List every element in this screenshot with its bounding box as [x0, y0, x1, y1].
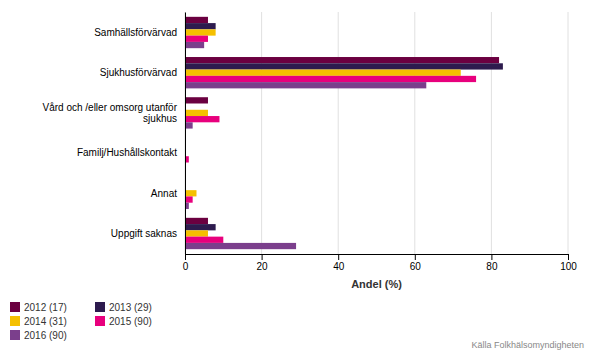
- legend-label: 2014 (31): [24, 316, 67, 327]
- tick-mark: [491, 254, 492, 260]
- tick-label: 80: [486, 261, 498, 272]
- legend-swatch: [10, 302, 20, 312]
- x-tick: 80: [486, 254, 498, 272]
- tick-mark: [338, 254, 339, 260]
- tick-mark: [262, 254, 263, 260]
- bar: [185, 116, 219, 122]
- legend-swatch: [95, 302, 105, 312]
- plot-area: 0 20 40 60 80 100 Uppgift saknas Annat Familj/Hu…: [42, 12, 577, 272]
- tick-label-line: Familj/Hushållskontakt: [77, 147, 177, 158]
- bar: [185, 243, 296, 249]
- tick-label: Sjukhusförvärvad: [100, 67, 177, 78]
- y-tick: Annat: [151, 187, 185, 198]
- tick-label: Samhällsförvärvad: [94, 27, 177, 38]
- y-tick: Familj/Hushållskontakt: [77, 147, 185, 158]
- x-axis: 0 20 40 60 80 100: [183, 254, 578, 272]
- legend-label: 2015 (90): [109, 316, 152, 327]
- bar: [185, 224, 216, 230]
- tick-label: Vård och /eller omsorg utanförsjukhus: [42, 102, 177, 124]
- y-tick: Uppgift saknas: [111, 228, 185, 239]
- legend-swatch: [95, 316, 105, 326]
- x-axis-title: Andel (%): [351, 278, 402, 290]
- bar: [185, 196, 193, 202]
- bar: [185, 230, 208, 236]
- legend-swatch: [10, 316, 20, 326]
- bar-series: [185, 29, 461, 236]
- legend-item: 2013 (29): [95, 302, 152, 313]
- tick-label-line: Samhällsförvärvad: [94, 27, 177, 38]
- grid-line: [568, 12, 569, 254]
- y-axis: Uppgift saknas Annat Familj/Hushållskontak…: [42, 13, 185, 255]
- bar: [185, 63, 503, 69]
- tick-label-line: Sjukhusförvärvad: [100, 67, 177, 78]
- y-tick: Sjukhusförvärvad: [100, 67, 185, 78]
- bar-series: [185, 17, 499, 224]
- chart: 0 20 40 60 80 100 Uppgift saknas Annat Familj/Hu…: [0, 0, 590, 354]
- bar-series: [185, 36, 476, 243]
- bar: [185, 17, 208, 23]
- x-tick: 100: [560, 254, 577, 272]
- source-note: Källa Folkhälsomyndigheten: [471, 340, 584, 350]
- tick-label-line: Uppgift saknas: [111, 228, 177, 239]
- bar: [185, 218, 208, 224]
- legend-label: 2016 (90): [24, 330, 67, 341]
- legend-label: 2012 (17): [24, 302, 67, 313]
- bar-series: [185, 42, 426, 249]
- tick-label: Familj/Hushållskontakt: [77, 147, 177, 158]
- x-tick: 60: [410, 254, 422, 272]
- tick-mark: [568, 254, 569, 260]
- bar-series: [185, 23, 503, 230]
- grid-line: [414, 12, 415, 254]
- legend-label: 2013 (29): [109, 302, 152, 313]
- tick-label: 40: [333, 261, 345, 272]
- bar: [185, 110, 208, 116]
- bar: [185, 76, 476, 82]
- x-tick: 20: [257, 254, 269, 272]
- bar: [185, 82, 426, 88]
- legend: 2012 (17) 2013 (29) 2014 (31) 2015 (90) 2016…: [10, 302, 152, 341]
- bar: [185, 190, 196, 196]
- tick-label: Annat: [151, 187, 177, 198]
- bar: [185, 23, 216, 29]
- tick-label: 100: [560, 261, 577, 272]
- bar: [185, 57, 499, 63]
- grid-line: [491, 12, 492, 254]
- tick-label-line: Annat: [151, 187, 177, 198]
- tick-label: 60: [410, 261, 422, 272]
- bar: [185, 122, 193, 128]
- bar: [185, 36, 208, 42]
- tick-mark: [415, 254, 416, 260]
- x-tick: 40: [333, 254, 345, 272]
- grid-line: [338, 12, 339, 254]
- grid-line: [185, 12, 186, 254]
- x-tick: 0: [183, 254, 189, 272]
- bar: [185, 29, 216, 35]
- legend-item: 2016 (90): [10, 330, 67, 341]
- tick-label-line: Vård och /eller omsorg utanför: [42, 102, 177, 113]
- grid: [185, 12, 568, 254]
- tick-label: Uppgift saknas: [111, 228, 177, 239]
- y-tick: Vård och /eller omsorg utanförsjukhus: [42, 102, 185, 124]
- tick-label: 20: [257, 261, 269, 272]
- axis-line: [186, 255, 569, 261]
- tick-label: 0: [183, 261, 189, 272]
- legend-item: 2012 (17): [10, 302, 67, 313]
- legend-swatch: [10, 330, 20, 340]
- bar: [185, 237, 223, 243]
- bar: [185, 70, 461, 76]
- tick-label-line: sjukhus: [143, 113, 177, 124]
- bars: [185, 17, 503, 249]
- legend-item: 2014 (31): [10, 316, 67, 327]
- bar: [185, 97, 208, 103]
- legend-item: 2015 (90): [95, 316, 152, 327]
- bar: [185, 42, 204, 48]
- axis-line: [185, 13, 186, 255]
- tick-mark: [185, 254, 186, 260]
- grid-line: [261, 12, 262, 254]
- y-tick: Samhällsförvärvad: [94, 27, 185, 38]
